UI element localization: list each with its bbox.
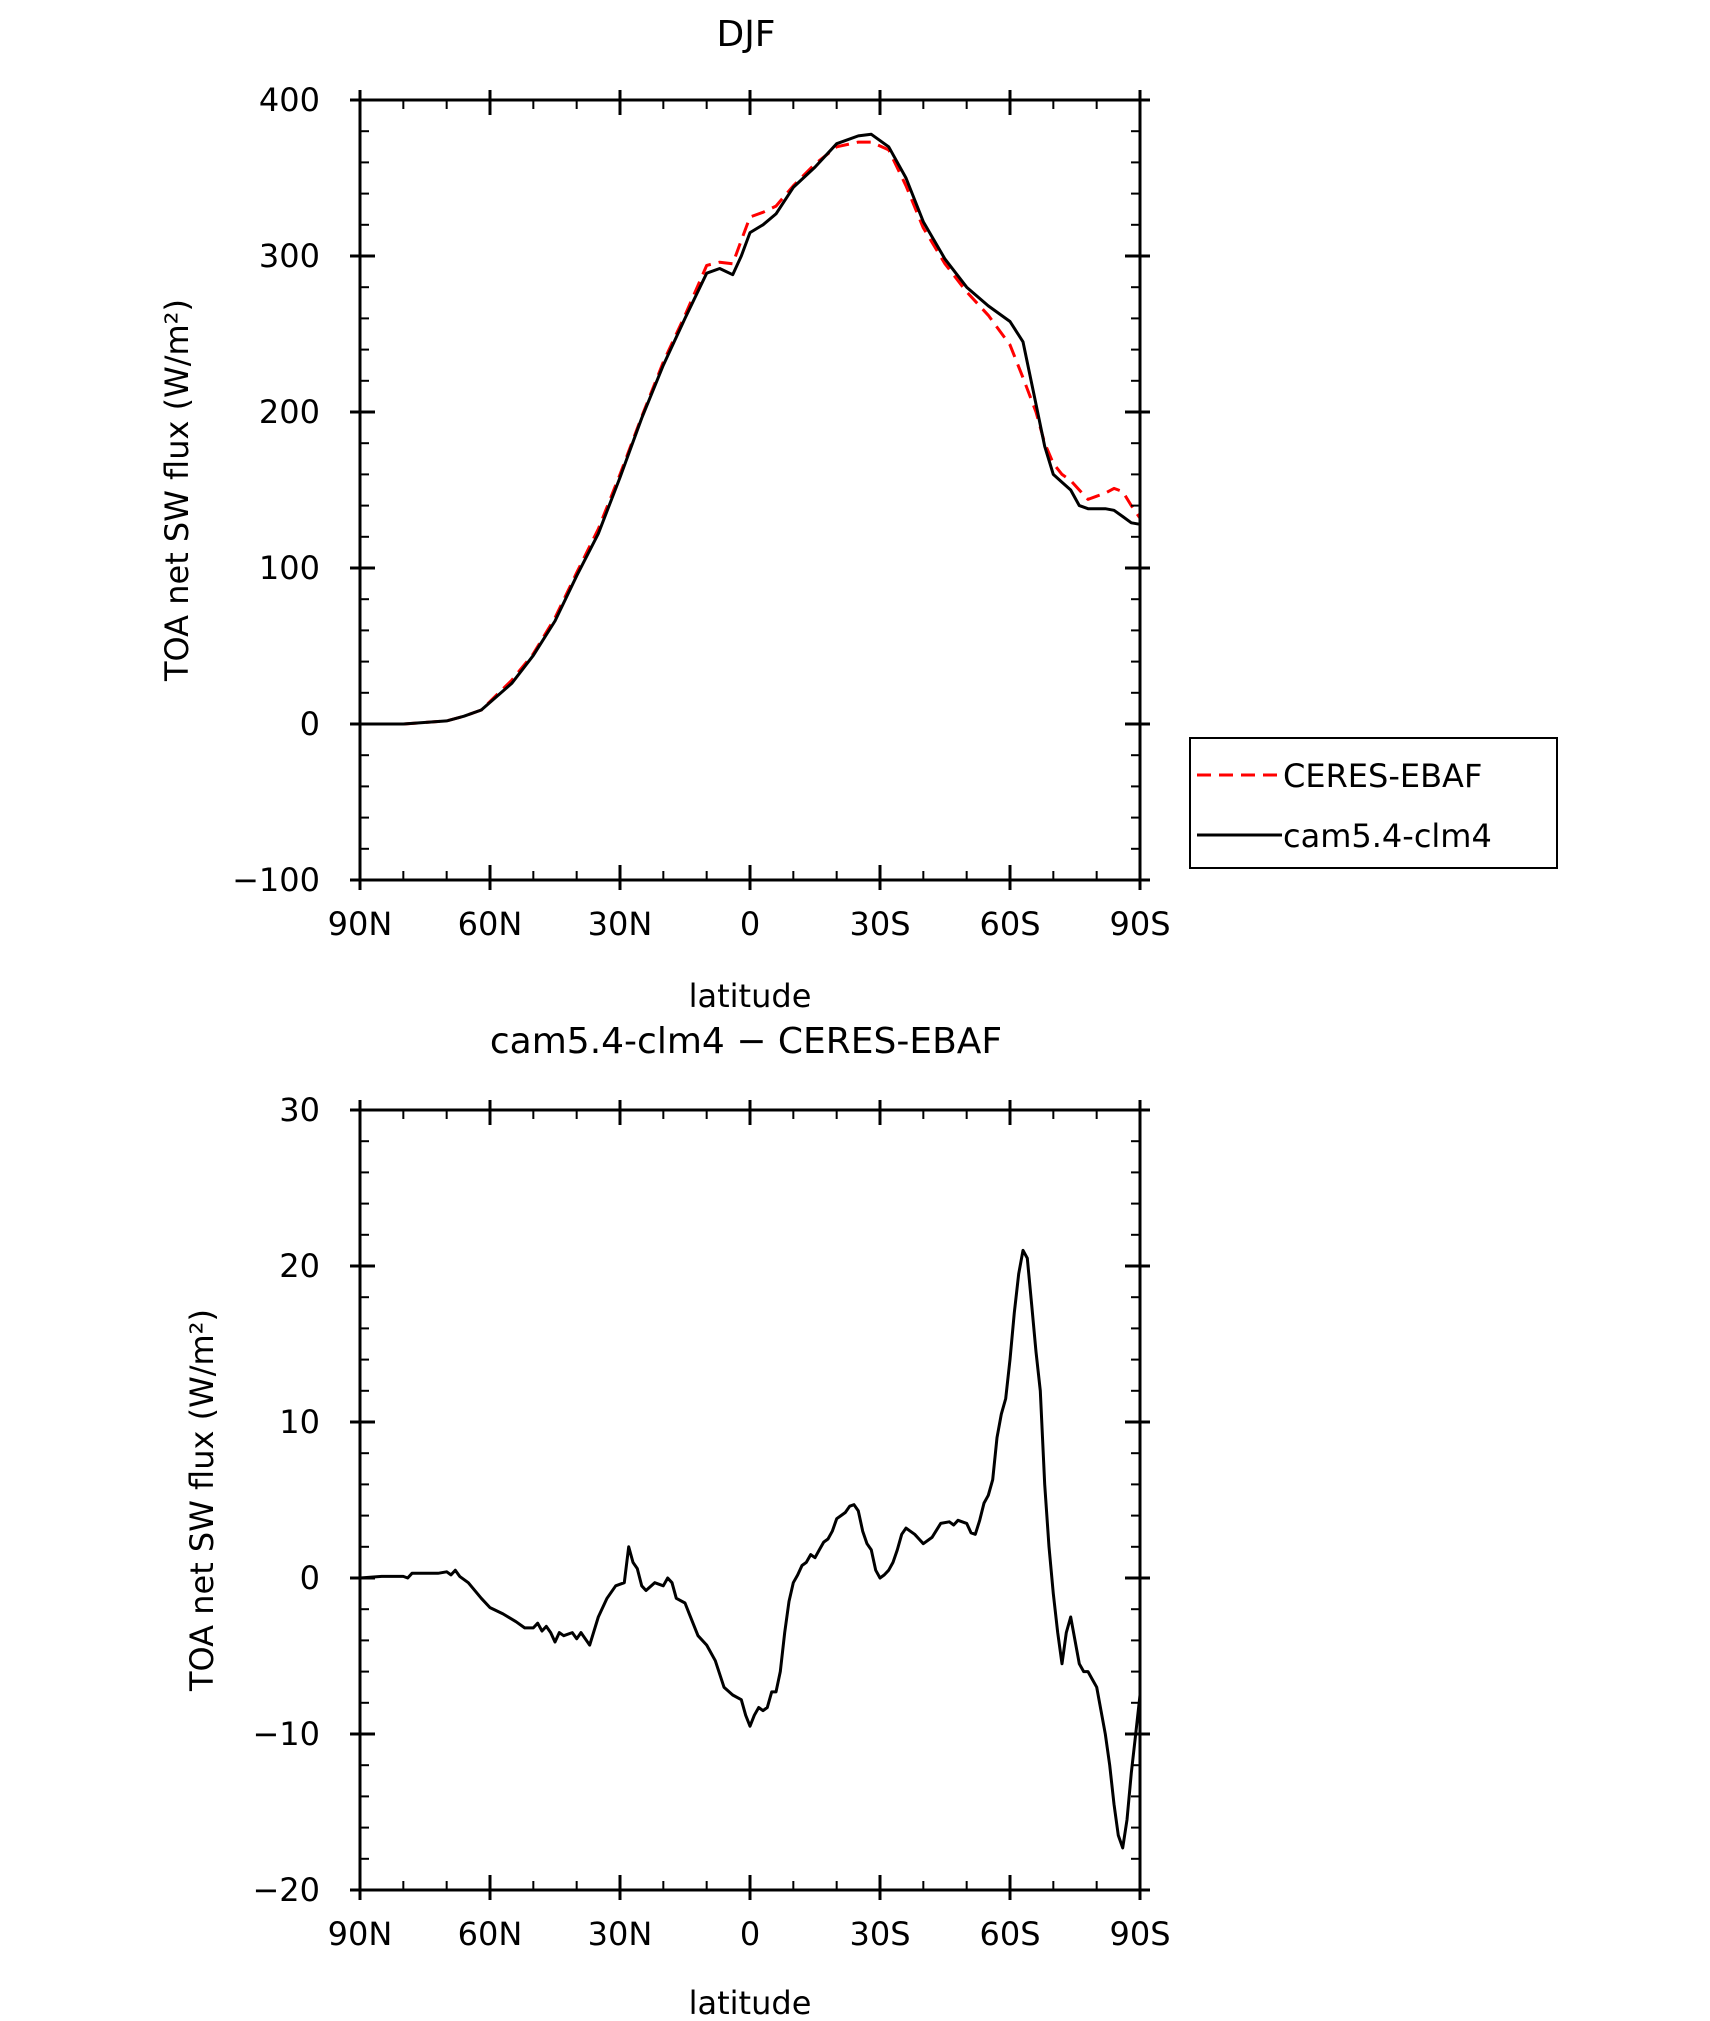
- chart-title: DJF: [716, 14, 775, 55]
- y-tick-label: 200: [259, 393, 320, 431]
- series-layer: [360, 132, 1142, 726]
- y-tick-label: 10: [279, 1403, 320, 1441]
- series-layer: [359, 1248, 1142, 1850]
- y-tick-label: −10: [252, 1715, 320, 1753]
- y-tick-label: 300: [259, 237, 320, 275]
- x-tick-label: 60N: [458, 1915, 523, 1953]
- x-tick-label: 60S: [979, 905, 1040, 943]
- legend: CERES-EBAF cam5.4-clm4: [1189, 737, 1558, 869]
- x-tick-label: 0: [740, 1915, 760, 1953]
- x-tick-label: 30N: [588, 905, 653, 943]
- legend-box: [1189, 737, 1558, 869]
- series-line-cam5-4-clm4: [360, 132, 1141, 726]
- y-tick-label: 20: [279, 1247, 320, 1285]
- y-tick-label: −20: [252, 1871, 320, 1909]
- x-tick-label: 90S: [1109, 905, 1170, 943]
- y-tick-label: 0: [300, 705, 320, 743]
- x-tick-label: 90S: [1109, 1915, 1170, 1953]
- x-tick-label: 90N: [328, 905, 393, 943]
- series-line-difference: [359, 1248, 1142, 1850]
- x-tick-label: 30S: [849, 1915, 910, 1953]
- chart-title: cam5.4-clm4 − CERES-EBAF: [490, 1021, 1002, 1062]
- x-tick-label: 30N: [588, 1915, 653, 1953]
- y-tick-label: 400: [259, 81, 320, 119]
- x-tick-label: 60N: [458, 905, 523, 943]
- legend-label-cam5-4-clm4: cam5.4-clm4: [1283, 817, 1492, 855]
- plot-frame: [358, 1108, 1142, 1892]
- y-axis-label: TOA net SW flux (W/m²): [183, 1309, 221, 1692]
- x-axis-label: latitude: [689, 977, 812, 1015]
- x-tick-label: 90N: [328, 1915, 393, 1953]
- panel-bottom-difference: cam5.4-clm4 − CERES-EBAF 3020100−10−2090…: [183, 1021, 1171, 2021]
- y-tick-label: 100: [259, 549, 320, 587]
- y-tick-label: 0: [300, 1559, 320, 1597]
- series-line-ceres-ebaf: [360, 140, 1142, 726]
- x-axis-label: latitude: [689, 1984, 812, 2021]
- y-tick-label: 30: [279, 1091, 320, 1129]
- legend-label-ceres-ebaf: CERES-EBAF: [1283, 757, 1482, 795]
- x-tick-label: 0: [740, 905, 760, 943]
- y-tick-label: −100: [232, 861, 320, 899]
- x-tick-label: 60S: [979, 1915, 1040, 1953]
- x-tick-label: 30S: [849, 905, 910, 943]
- y-axis-label: TOA net SW flux (W/m²): [158, 299, 196, 682]
- plot-frame: [358, 98, 1142, 882]
